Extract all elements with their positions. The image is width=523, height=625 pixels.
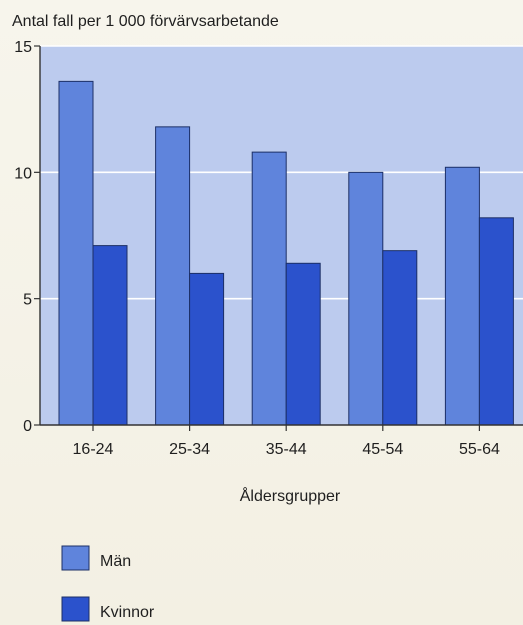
legend: Män Kvinnor: [61, 545, 155, 622]
x-axis-title: Åldersgrupper: [240, 486, 341, 505]
bar-men-45-54: [348, 171, 384, 426]
bar-men-55-64: [444, 166, 480, 426]
y-tick-label: 0: [23, 418, 32, 435]
bar-women-55-64: [478, 217, 514, 426]
bar-men-16-24: [58, 80, 94, 426]
legend-label-women: Kvinnor: [100, 604, 155, 621]
bar-men-25-34: [155, 126, 191, 426]
bar-women-16-24: [92, 245, 128, 426]
y-axis-title: Antal fall per 1 000 förvärvsarbetande: [12, 13, 279, 30]
legend-swatch-men: [61, 545, 90, 571]
bar-women-45-54: [382, 250, 418, 426]
x-tick-label: 25-34: [169, 441, 210, 458]
x-tick-label: 35-44: [266, 441, 307, 458]
bar-women-25-34: [189, 272, 225, 426]
y-tick-label: 15: [14, 39, 32, 56]
axes: 16-24 25-34 35-44 45-54 55-64 0 5 10 15: [14, 39, 523, 458]
y-tick-label: 5: [23, 292, 32, 309]
y-tick-label: 10: [14, 165, 32, 182]
bar-women-35-44: [285, 262, 321, 426]
bar-men-35-44: [251, 151, 287, 426]
legend-swatch-women: [61, 596, 90, 622]
x-tick-label: 45-54: [362, 441, 403, 458]
x-tick-label: 55-64: [459, 441, 500, 458]
bars: [58, 80, 514, 426]
x-tick-label: 16-24: [73, 441, 114, 458]
legend-label-men: Män: [100, 553, 131, 570]
